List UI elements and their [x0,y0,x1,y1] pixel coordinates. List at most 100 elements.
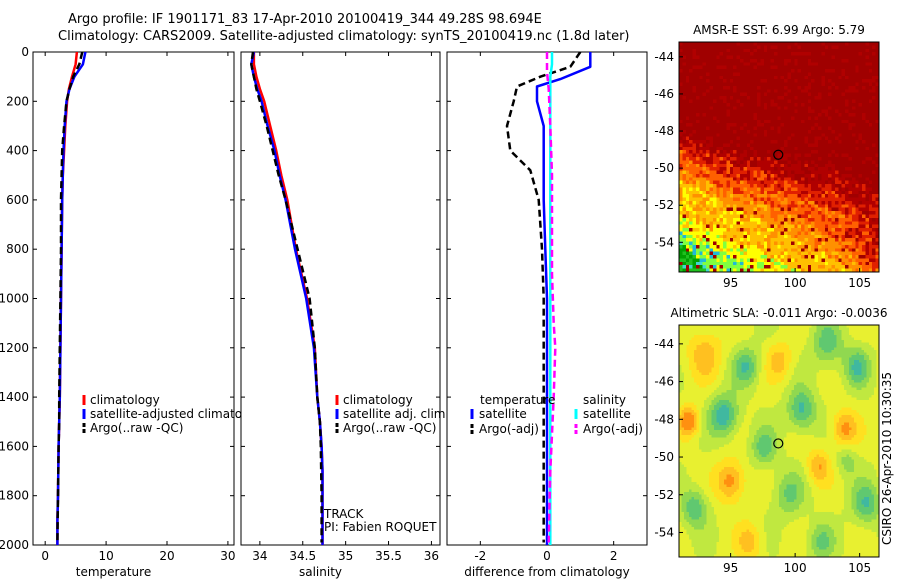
sla-map-cell [854,334,857,338]
sst-map-cell [719,228,724,232]
sst-map-cell [824,268,829,273]
sst-map-cell [763,89,768,94]
sst-map-cell [851,197,856,202]
sst-map-cell [872,136,877,141]
sst-map-cell [716,119,721,124]
sst-map-cell [824,173,829,178]
sla-map-cell [744,334,747,338]
sst-map-cell [712,207,717,212]
sst-map-cell [763,82,768,87]
sst-map-cell [770,251,775,256]
sst-map-cell [760,45,765,50]
sst-map-cell [814,221,819,226]
sst-map-cell [828,268,832,273]
sst-map-cell [831,244,836,249]
sst-map-cell [834,89,839,94]
sla-map-cell [696,334,700,338]
sla-map-cell [714,329,717,333]
sst-map-cell [689,89,693,94]
sst-map-cell [702,184,707,188]
sst-map-cell [770,200,775,205]
sst-map-cell [746,157,751,161]
sst-map-cell [851,99,856,104]
sst-map-cell [875,89,880,94]
sst-map-cell [828,265,832,270]
sst-map-cell [875,140,880,144]
sst-map-cell [719,194,724,198]
sst-map-cell [682,55,687,60]
sst-map-cell [695,261,700,266]
sst-map-cell [750,238,754,242]
sst-map-cell [865,52,870,56]
sst-map-cell [801,224,805,229]
sst-map-cell [753,217,758,222]
sst-map-cell [807,89,812,94]
sst-map-cell [824,48,829,53]
sst-map-cell [706,109,710,114]
sst-map-cell [777,173,782,178]
sst-map-cell [750,79,754,83]
sla-map-cell [764,332,767,336]
sst-map-cell [851,48,856,53]
sst-map-cell [740,163,744,168]
sst-map-cell [834,146,839,151]
sla-map-cell [721,339,725,343]
sla-map-cell [736,347,740,351]
sst-map-cell [868,126,873,131]
sst-map-cell [821,143,826,148]
sla-map-cell [699,325,702,328]
sst-map-cell [790,96,795,100]
sst-map-cell [828,42,832,46]
sst-map-cell [679,234,683,239]
sst-map-cell [743,197,748,202]
sst-map-cell [767,187,771,192]
sst-map-cell [824,113,829,117]
sst-map-cell [794,113,799,117]
sla-map-cell [719,339,722,343]
sst-map-cell [828,207,832,212]
sst-map-cell [760,167,765,171]
sst-map-cell [814,190,819,195]
sst-map-cell [777,180,782,185]
sst-map-cell [848,157,853,161]
sst-map-cell [760,231,765,236]
sst-map-cell [679,244,683,249]
sst-map-cell [719,248,724,253]
sst-map-cell [692,190,697,195]
sst-map-cell [706,180,710,185]
sst-map-cell [682,102,687,107]
sla-map-cell [811,334,815,338]
sst-map-cell [679,133,683,138]
sst-map-cell [706,204,710,209]
sst-map-cell [706,48,710,53]
sla-map-cell [711,344,715,348]
sla-map-cell [776,327,780,331]
sst-map-cell [679,55,683,60]
sst-map-cell [841,217,846,222]
sst-map-cell [875,133,880,138]
sst-map-cell [702,89,707,94]
sla-map-cell [694,332,697,336]
sst-map-cell [702,82,707,87]
sst-map-cell [767,143,771,148]
sst-map-cell [753,99,758,104]
sst-map-cell [875,167,880,171]
sst-map-cell [868,167,873,171]
sst-map-cell [679,89,683,94]
sla-map-cell [796,337,800,341]
sst-map-cell [773,79,778,83]
sst-map-cell [719,211,724,215]
sst-map-cell [712,119,717,124]
sst-map-cell [817,200,822,205]
sst-map-cell [841,45,846,50]
sst-map-cell [787,163,792,168]
sst-map-cell [804,248,809,253]
depth-tick-label: 1800 [0,489,29,503]
sst-map-cell [682,48,687,53]
sst-map-cell [814,163,819,168]
sst-map-cell [709,160,714,165]
sst-map-cell [706,79,710,83]
sla-map-cell [776,325,780,328]
sst-map-cell [740,45,744,50]
sst-map-cell [841,123,846,127]
